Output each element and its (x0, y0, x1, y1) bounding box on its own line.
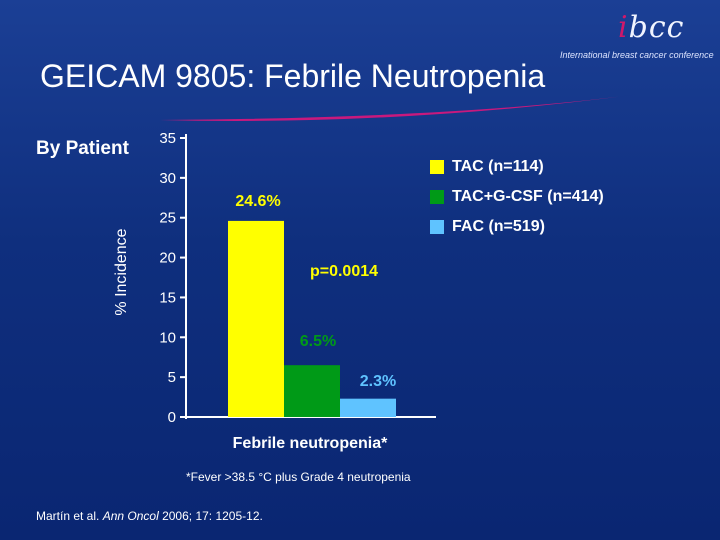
citation-details: 2006; 17: 1205-12. (158, 509, 263, 523)
bar-1 (284, 365, 340, 417)
y-tick-label: 5 (168, 369, 176, 386)
data-label-0: 24.6% (235, 193, 280, 210)
bar-2 (340, 398, 396, 417)
p-value-annotation: p=0.0014 (310, 263, 378, 280)
data-label-1: 6.5% (300, 333, 336, 350)
y-tick-label: 35 (159, 130, 176, 147)
legend-swatch-fac (430, 220, 444, 234)
y-tick-label: 25 (159, 210, 176, 227)
data-label-2: 2.3% (360, 373, 396, 390)
legend-item-fac: FAC (n=519) (430, 212, 604, 242)
slide-title: GEICAM 9805: Febrile Neutropenia (40, 58, 546, 94)
legend-item-tac: TAC (n=114) (430, 152, 604, 182)
bar-0 (228, 220, 284, 417)
y-tick-label: 30 (159, 170, 176, 187)
citation: Martín et al. Ann Oncol 2006; 17: 1205-1… (36, 509, 263, 523)
legend-label-tac-gcsf: TAC+G-CSF (n=414) (452, 188, 604, 205)
citation-authors: Martín et al. (36, 509, 103, 523)
y-tick-label: 20 (159, 250, 176, 267)
bcc-logo: ibcc International breast cancer confere… (560, 10, 714, 66)
x-axis-label: Febrile neutropenia* (233, 435, 388, 452)
y-tick-label: 0 (168, 409, 176, 426)
footnote: *Fever >38.5 °C plus Grade 4 neutropenia (186, 470, 411, 484)
chart-legend: TAC (n=114) TAC+G-CSF (n=414) FAC (n=519… (430, 152, 604, 242)
logo-subtitle: International breast cancer conference (560, 50, 714, 60)
legend-label-tac: TAC (n=114) (452, 158, 544, 175)
y-tick-label: 15 (159, 289, 176, 306)
legend-item-tac-gcsf: TAC+G-CSF (n=414) (430, 182, 604, 212)
citation-journal: Ann Oncol (102, 509, 159, 523)
y-tick-label: 10 (159, 329, 176, 346)
by-patient-label: By Patient (36, 138, 129, 159)
legend-swatch-tac-gcsf (430, 190, 444, 204)
legend-swatch-tac (430, 160, 444, 174)
title-underline-swoosh (160, 94, 640, 121)
legend-label-fac: FAC (n=519) (452, 218, 545, 235)
logo-mark: ibcc (618, 10, 685, 45)
